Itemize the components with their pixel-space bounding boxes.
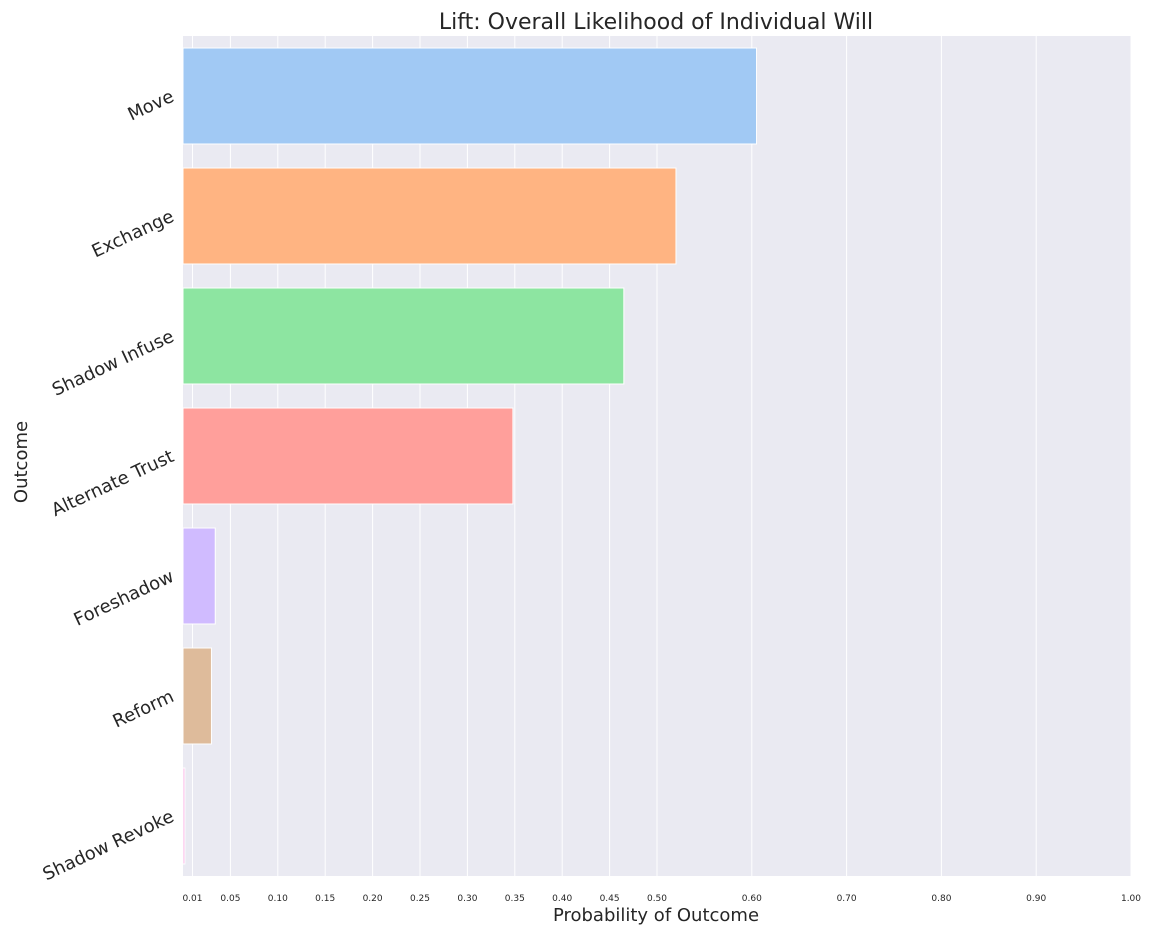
y-tick-label: Alternate Trust bbox=[48, 446, 177, 521]
bar-reform bbox=[182, 647, 212, 745]
y-axis-label: Outcome bbox=[11, 421, 32, 503]
x-tick-label: 0.20 bbox=[363, 894, 383, 904]
x-tick-label: 0.01 bbox=[182, 894, 202, 904]
x-tick-label: 0.90 bbox=[1026, 894, 1046, 904]
x-tick-label: 0.80 bbox=[931, 894, 951, 904]
y-tick-label: Shadow Infuse bbox=[49, 326, 177, 401]
y-tick-label: Shadow Revoke bbox=[40, 806, 178, 885]
bar-alternate-trust bbox=[182, 407, 514, 505]
bars bbox=[182, 47, 758, 865]
bar-exchange bbox=[182, 167, 677, 265]
x-tick-label: 0.25 bbox=[410, 894, 430, 904]
x-tick-label: 0.35 bbox=[505, 894, 525, 904]
x-tick-label: 0.30 bbox=[457, 894, 477, 904]
bar-shadow-infuse bbox=[182, 287, 625, 385]
x-tick-label: 0.05 bbox=[220, 894, 240, 904]
y-tick-label: Exchange bbox=[89, 206, 178, 262]
x-tick-label: 0.60 bbox=[742, 894, 762, 904]
x-tick-label: 0.70 bbox=[837, 894, 857, 904]
x-tick-label: 0.50 bbox=[647, 894, 667, 904]
y-axis-ticks: Move Exchange Shadow Infuse Alternate Trust… bbox=[40, 86, 178, 885]
x-axis-label: Probability of Outcome bbox=[553, 905, 759, 926]
chart-title: Lift: Overall Likelihood of Individual W… bbox=[439, 10, 873, 35]
y-tick-label: Reform bbox=[110, 686, 178, 732]
x-tick-label: 0.45 bbox=[600, 894, 620, 904]
y-tick-label: Move bbox=[125, 86, 178, 125]
x-tick-label: 1.00 bbox=[1121, 894, 1141, 904]
bar-shadow-revoke bbox=[182, 767, 186, 865]
x-axis-ticks: 0.01 0.05 0.10 0.15 0.20 0.25 0.30 0.35 0.40 0.45… bbox=[182, 894, 1141, 904]
x-tick-label: 0.10 bbox=[268, 894, 288, 904]
y-tick-label: Foreshadow bbox=[71, 566, 178, 631]
x-tick-label: 0.15 bbox=[315, 894, 335, 904]
x-tick-label: 0.40 bbox=[552, 894, 572, 904]
bar-foreshadow bbox=[182, 527, 216, 625]
bar-move bbox=[182, 47, 758, 145]
